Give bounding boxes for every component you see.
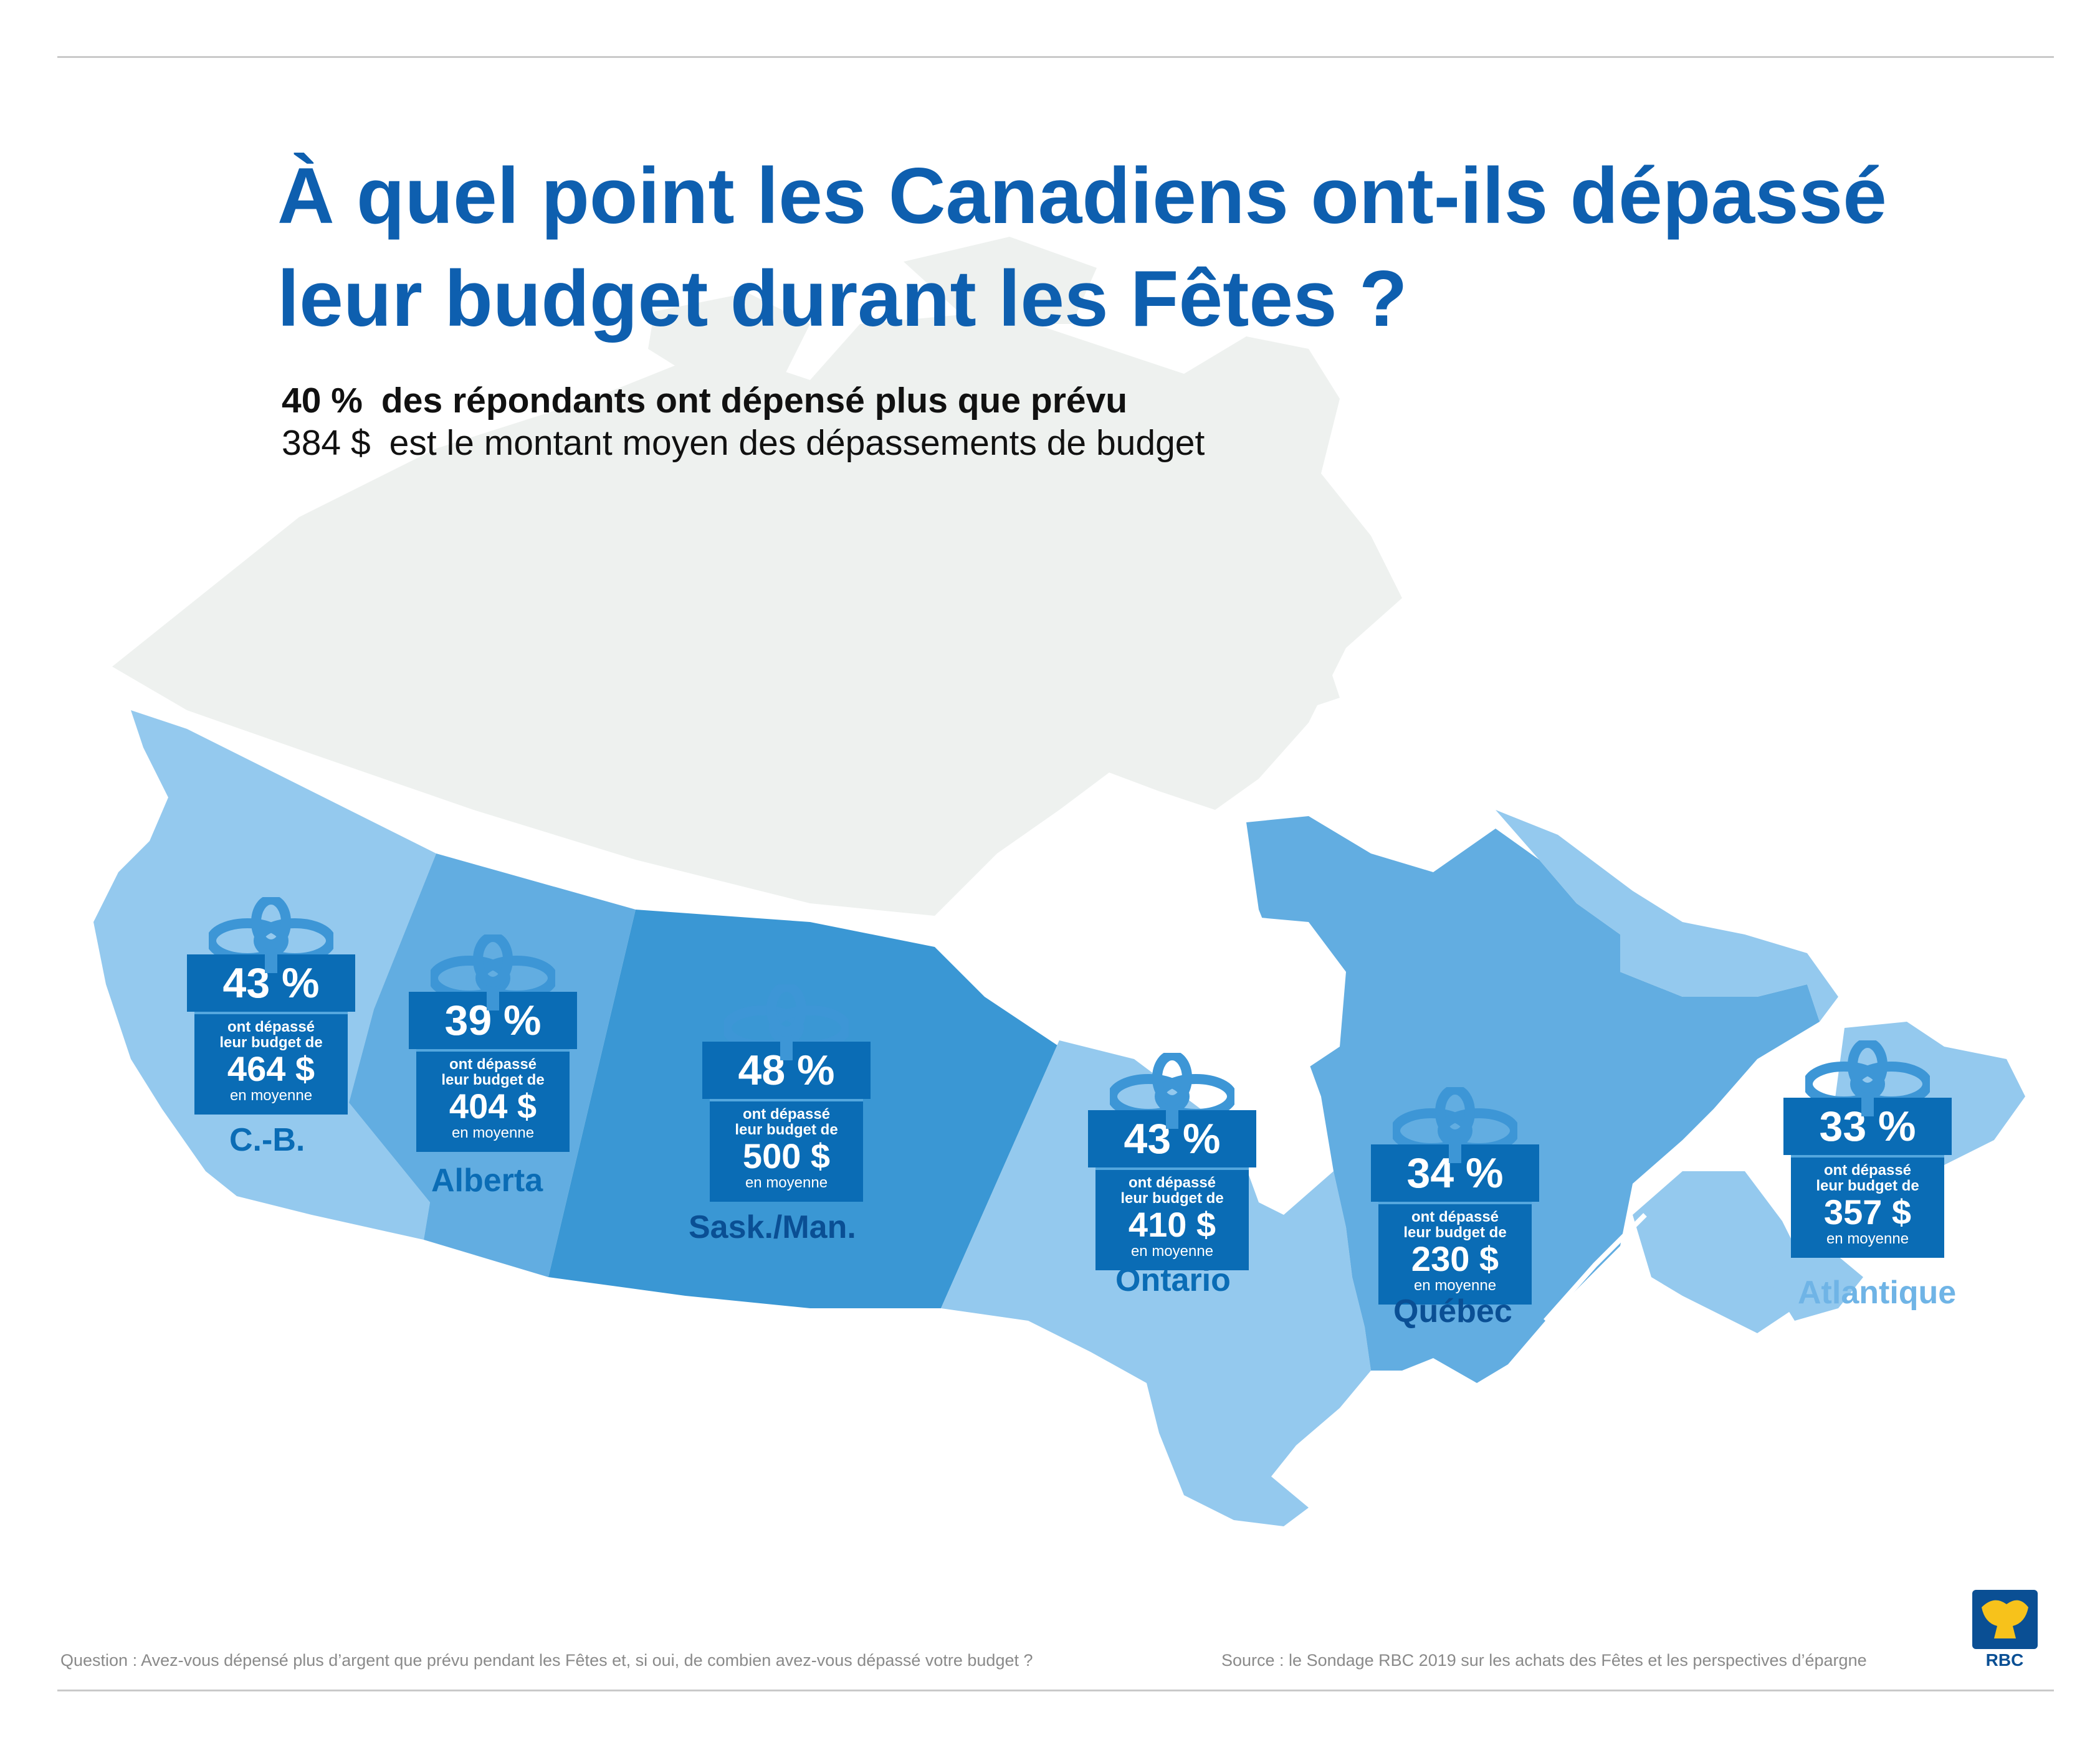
gift-percent: 34 % [1371, 1144, 1539, 1202]
gift-over-text-2: leur budget de [1816, 1177, 1919, 1194]
gift-ribbon [1166, 1110, 1178, 1129]
region-label: Sask./Man. [689, 1209, 856, 1245]
region-label: Alberta [431, 1162, 543, 1199]
gift-ribbon [1449, 1144, 1461, 1163]
gift-amount: 404 $ [449, 1086, 537, 1126]
stat-average-amount: 384 $ est le montant moyen des dépassemen… [282, 422, 1205, 464]
map-st-lawrence [1544, 1213, 1647, 1323]
gift-average-text: en moyenne [1130, 1243, 1214, 1260]
gift-ribbon [1861, 1098, 1874, 1116]
logo-text: RBC [1986, 1650, 2024, 1670]
footer-question: Question : Avez-vous dépensé plus d’arge… [60, 1651, 1033, 1670]
gift-average-text: en moyenne [745, 1174, 828, 1191]
gift-box: 48 % ont dépassé leur budget de 500 $ en moy… [702, 984, 871, 1202]
stat-average-value: 384 $ [282, 423, 371, 463]
gift-box: 39 % ont dépassé leur budget de 404 $ en moy… [409, 934, 577, 1153]
map-arctic-island-4 [1259, 642, 1340, 716]
gift-body: ont dépassé leur budget de 357 $ en moyenne [1791, 1155, 1944, 1258]
gift-ribbon [487, 992, 499, 1010]
gift-box: 43 % ont dépassé leur budget de 410 $ en moy… [1088, 1053, 1256, 1271]
gift-body: ont dépassé leur budget de 500 $ en moyenne [710, 1099, 863, 1202]
map-arctic-island-1 [648, 293, 810, 380]
gift-over-text-1: ont dépassé [742, 1106, 831, 1123]
top-rule [57, 56, 2054, 58]
gift-over-text-1: ont dépassé [1411, 1209, 1499, 1225]
page-title: À quel point les Canadiens ont-ils dépas… [277, 151, 1887, 343]
map-labrador [1496, 810, 1838, 1022]
gift-box: 34 % ont dépassé leur budget de 230 $ en moy… [1371, 1087, 1539, 1305]
stat-average-text: est le montant moyen des dépassements de… [389, 423, 1205, 463]
rbc-lion-shield-icon: RBC [1972, 1590, 2038, 1670]
gift-amount: 357 $ [1823, 1192, 1912, 1232]
gift-average-text: en moyenne [451, 1124, 535, 1141]
footer-source: Source : le Sondage RBC 2019 sur les ach… [1221, 1651, 1867, 1670]
gift-box: 33 % ont dépassé leur budget de 357 $ en moy… [1783, 1040, 1952, 1258]
gift-percent: 43 % [187, 954, 355, 1012]
map-northern-territories [112, 311, 1402, 916]
gift-average-text: en moyenne [229, 1087, 313, 1104]
stat-respondents-text: des répondants ont dépensé plus que prév… [381, 381, 1128, 421]
gift-amount: 464 $ [227, 1049, 315, 1088]
logo-lion [1982, 1600, 2028, 1638]
gift-ribbon [780, 1042, 793, 1060]
gift-average-text: en moyenne [1826, 1230, 1909, 1247]
stat-respondents: 40 % des répondants ont dépensé plus que … [282, 380, 1127, 421]
gift-over-text-1: ont dépassé [449, 1056, 537, 1073]
region-label: Ontario [1115, 1262, 1231, 1298]
bottom-rule [57, 1690, 2054, 1691]
map-maritimes [1633, 1171, 1807, 1333]
map-arctic-island-2 [904, 237, 1097, 324]
gift-body: ont dépassé leur budget de 464 $ en moyenne [194, 1012, 348, 1115]
gift-ribbon [265, 954, 277, 973]
gift-average-text: en moyenne [1413, 1277, 1497, 1294]
gift-over-text-2: leur budget de [219, 1034, 323, 1051]
map-arctic-island-3 [1153, 424, 1296, 511]
gift-over-text-2: leur budget de [1120, 1190, 1224, 1207]
gift-over-text-1: ont dépassé [1823, 1162, 1912, 1179]
gift-over-text-2: leur budget de [441, 1072, 545, 1088]
stat-respondents-value: 40 % [282, 381, 363, 421]
region-label: Québec [1393, 1293, 1512, 1329]
map-hudson-bay [1221, 916, 1346, 1072]
gift-over-text-1: ont dépassé [227, 1019, 315, 1035]
map-ontario [941, 1040, 1371, 1526]
region-label: C.-B. [229, 1122, 305, 1158]
gift-over-text-2: leur budget de [1403, 1224, 1507, 1241]
gift-body: ont dépassé leur budget de 230 $ en moyenne [1378, 1202, 1532, 1305]
gift-body: ont dépassé leur budget de 404 $ en moyenne [416, 1049, 570, 1152]
gift-amount: 410 $ [1128, 1205, 1216, 1244]
gift-amount: 230 $ [1411, 1239, 1499, 1278]
gift-amount: 500 $ [742, 1136, 831, 1176]
map-pei-ns [1764, 1246, 1863, 1321]
gift-body: ont dépassé leur budget de 410 $ en moyenne [1095, 1167, 1249, 1270]
gift-box: 43 % ont dépassé leur budget de 464 $ en moy… [187, 897, 355, 1115]
gift-over-text-1: ont dépassé [1128, 1174, 1216, 1191]
region-label: Atlantique [1798, 1275, 1957, 1311]
gift-over-text-2: leur budget de [735, 1121, 838, 1138]
